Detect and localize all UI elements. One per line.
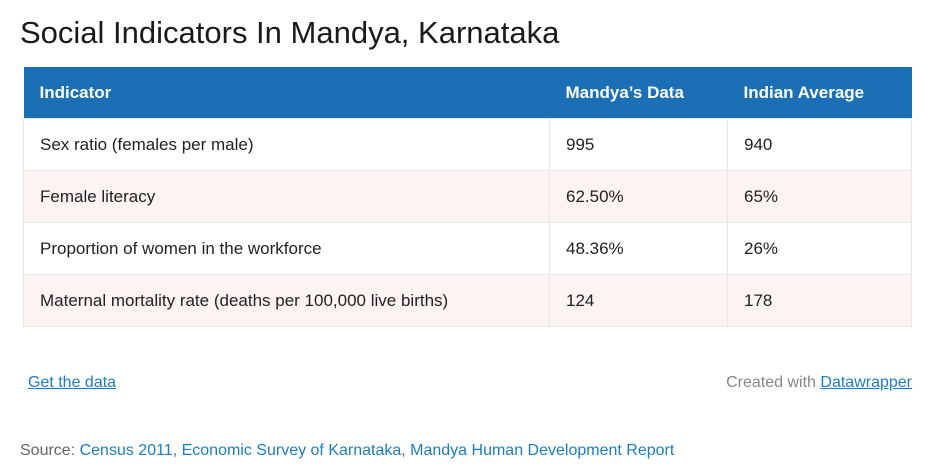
- cell-indian-average: 65%: [727, 170, 912, 223]
- source-separator: ,: [401, 442, 411, 459]
- cell-indicator: Maternal mortality rate (deaths per 100,…: [23, 274, 550, 327]
- cell-indian-average: 26%: [727, 222, 912, 275]
- column-header-indian-average[interactable]: Indian Average: [727, 67, 912, 119]
- table-row: Sex ratio (females per male) 995 940: [23, 118, 912, 171]
- source-link-mandya-hdr[interactable]: Mandya Human Development Report: [410, 442, 675, 459]
- column-header-indicator[interactable]: Indicator: [23, 67, 550, 119]
- cell-indian-average: 178: [727, 274, 912, 327]
- cell-mandya-data: 62.50%: [549, 170, 728, 223]
- table-row: Maternal mortality rate (deaths per 100,…: [23, 274, 912, 327]
- cell-indicator: Female literacy: [23, 170, 550, 223]
- credit-line: Created with Datawrapper: [726, 374, 912, 392]
- column-header-mandya-data[interactable]: Mandya’s Data: [549, 67, 728, 119]
- datawrapper-link[interactable]: Datawrapper: [820, 374, 912, 391]
- created-with-text: Created with: [726, 374, 816, 391]
- source-separator: ,: [172, 442, 182, 459]
- cell-mandya-data: 124: [549, 274, 728, 327]
- cell-mandya-data: 995: [549, 118, 728, 171]
- get-data-link[interactable]: Get the data: [28, 374, 117, 391]
- source-link-census[interactable]: Census 2011: [79, 442, 173, 459]
- cell-mandya-data: 48.36%: [549, 222, 728, 275]
- table-row: Proportion of women in the workforce 48.…: [23, 222, 912, 275]
- table-row: Female literacy 62.50% 65%: [23, 170, 912, 223]
- source-line: Source: Census 2011, Economic Survey of …: [20, 442, 674, 460]
- table-header-row: Indicator Mandya’s Data Indian Average: [23, 67, 912, 119]
- cell-indicator: Proportion of women in the workforce: [23, 222, 550, 275]
- source-label: Source:: [20, 442, 76, 459]
- page-title: Social Indicators In Mandya, Karnataka: [20, 15, 560, 50]
- cell-indicator: Sex ratio (females per male): [23, 118, 550, 171]
- cell-indian-average: 940: [727, 118, 912, 171]
- source-link-economic-survey[interactable]: Economic Survey of Karnataka: [181, 442, 402, 459]
- data-table: Indicator Mandya’s Data Indian Average S…: [23, 67, 912, 327]
